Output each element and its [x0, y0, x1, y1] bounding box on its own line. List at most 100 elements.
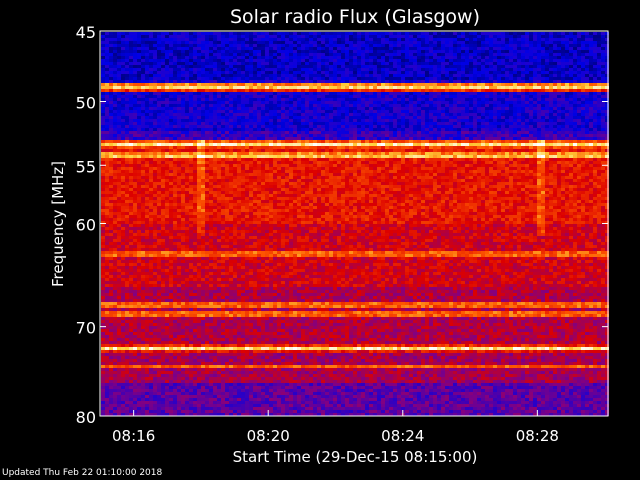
heatmap-cell: [285, 137, 289, 140]
heatmap-cell: [469, 104, 473, 107]
heatmap-cell: [477, 107, 481, 110]
heatmap-cell: [257, 110, 261, 113]
heatmap-cell: [165, 74, 169, 77]
heatmap-cell: [357, 59, 361, 62]
heatmap-cell: [249, 149, 253, 152]
heatmap-cell: [177, 143, 181, 146]
heatmap-cell: [329, 101, 333, 104]
heatmap-cell: [585, 62, 589, 65]
heatmap-cell: [325, 77, 329, 80]
heatmap-cell: [413, 32, 417, 35]
heatmap-cell: [537, 65, 541, 68]
heatmap-cell: [401, 95, 405, 98]
heatmap-cell: [217, 134, 221, 137]
heatmap-cell: [353, 140, 357, 143]
heatmap-cell: [233, 146, 237, 149]
heatmap-cell: [481, 101, 485, 104]
heatmap-cell: [373, 89, 377, 92]
heatmap-cell: [465, 134, 469, 137]
heatmap-cell: [209, 41, 213, 44]
heatmap-cell: [277, 59, 281, 62]
heatmap-cell: [421, 98, 425, 101]
heatmap-cell: [265, 92, 269, 95]
heatmap-cell: [113, 44, 117, 47]
heatmap-cell: [245, 44, 249, 47]
heatmap-cell: [281, 125, 285, 128]
heatmap-cell: [557, 56, 561, 59]
heatmap-cell: [549, 38, 553, 41]
heatmap-cell: [221, 56, 225, 59]
heatmap-cell: [117, 128, 121, 131]
heatmap-cell: [413, 104, 417, 107]
heatmap-cell: [469, 38, 473, 41]
heatmap-cell: [241, 146, 245, 149]
heatmap-cell: [473, 119, 477, 122]
heatmap-cell: [221, 122, 225, 125]
heatmap-cell: [357, 128, 361, 131]
heatmap-cell: [361, 128, 365, 131]
heatmap-cell: [125, 74, 129, 77]
heatmap-cell: [473, 41, 477, 44]
heatmap-cell: [233, 125, 237, 128]
heatmap-cell: [361, 98, 365, 101]
heatmap-cell: [157, 47, 161, 50]
heatmap-cell: [361, 137, 365, 140]
heatmap-cell: [157, 134, 161, 137]
heatmap-cell: [577, 50, 581, 53]
heatmap-cell: [509, 107, 513, 110]
heatmap-cell: [393, 143, 397, 146]
heatmap-cell: [101, 131, 105, 134]
heatmap-cell: [345, 83, 349, 86]
heatmap-cell: [313, 137, 317, 140]
heatmap-cell: [105, 98, 109, 101]
heatmap-cell: [533, 110, 537, 113]
heatmap-cell: [185, 38, 189, 41]
heatmap-cell: [181, 44, 185, 47]
heatmap-cell: [485, 83, 489, 86]
heatmap-cell: [341, 113, 345, 116]
heatmap-cell: [545, 77, 549, 80]
heatmap-cell: [337, 80, 341, 83]
heatmap-cell: [101, 122, 105, 125]
heatmap-cell: [237, 53, 241, 56]
heatmap-cell: [165, 125, 169, 128]
heatmap-cell: [461, 59, 465, 62]
heatmap-cell: [365, 56, 369, 59]
heatmap-cell: [329, 65, 333, 68]
heatmap-cell: [201, 80, 205, 83]
heatmap-cell: [317, 32, 321, 35]
heatmap-cell: [325, 80, 329, 83]
heatmap-cell: [185, 80, 189, 83]
heatmap-cell: [329, 119, 333, 122]
heatmap-cell: [285, 62, 289, 65]
heatmap-cell: [193, 122, 197, 125]
heatmap-cell: [369, 143, 373, 146]
heatmap-cell: [421, 83, 425, 86]
heatmap-cell: [353, 32, 357, 35]
heatmap-cell: [245, 71, 249, 74]
heatmap-cell: [269, 140, 273, 143]
heatmap-cell: [589, 86, 593, 89]
heatmap-cell: [165, 104, 169, 107]
heatmap-cell: [109, 68, 113, 71]
heatmap-cell: [465, 95, 469, 98]
heatmap-cell: [313, 68, 317, 71]
heatmap-cell: [449, 122, 453, 125]
heatmap-cell: [169, 59, 173, 62]
heatmap-cell: [445, 101, 449, 104]
heatmap-cell: [273, 149, 277, 152]
heatmap-cell: [137, 122, 141, 125]
heatmap-cell: [201, 44, 205, 47]
heatmap-cell: [505, 62, 509, 65]
heatmap-cell: [477, 53, 481, 56]
heatmap-cell: [581, 137, 585, 140]
heatmap-cell: [117, 110, 121, 113]
heatmap-cell: [585, 116, 589, 119]
heatmap-cell: [249, 47, 253, 50]
heatmap-cell: [181, 41, 185, 44]
heatmap-cell: [473, 116, 477, 119]
heatmap-cell: [393, 128, 397, 131]
heatmap-cell: [445, 131, 449, 134]
heatmap-cell: [321, 71, 325, 74]
heatmap-cell: [237, 116, 241, 119]
